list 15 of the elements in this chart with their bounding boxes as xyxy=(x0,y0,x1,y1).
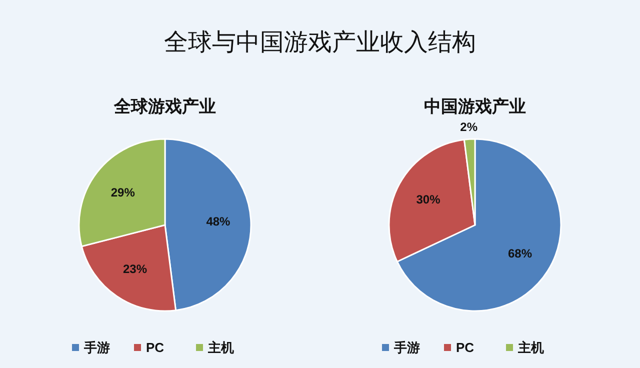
data-label: 23% xyxy=(123,262,148,276)
data-label: 68% xyxy=(508,246,532,261)
legend-label: 手游 xyxy=(83,340,110,355)
data-label: 29% xyxy=(110,185,136,200)
legend-label: PC xyxy=(456,340,475,355)
legend-label: 手游 xyxy=(393,340,420,355)
chart-title: 全球游戏产业 xyxy=(113,97,216,116)
data-label: 48% xyxy=(206,214,231,229)
legend-label: PC xyxy=(146,340,165,355)
legend-label: 主机 xyxy=(517,340,544,355)
text: 全球与中国游戏产业收入结构 xyxy=(164,29,476,56)
data-label: 30% xyxy=(416,192,441,206)
legend-label: 主机 xyxy=(207,340,234,355)
chart-title: 中国游戏产业 xyxy=(424,97,526,116)
data-label: 2% xyxy=(460,120,478,134)
